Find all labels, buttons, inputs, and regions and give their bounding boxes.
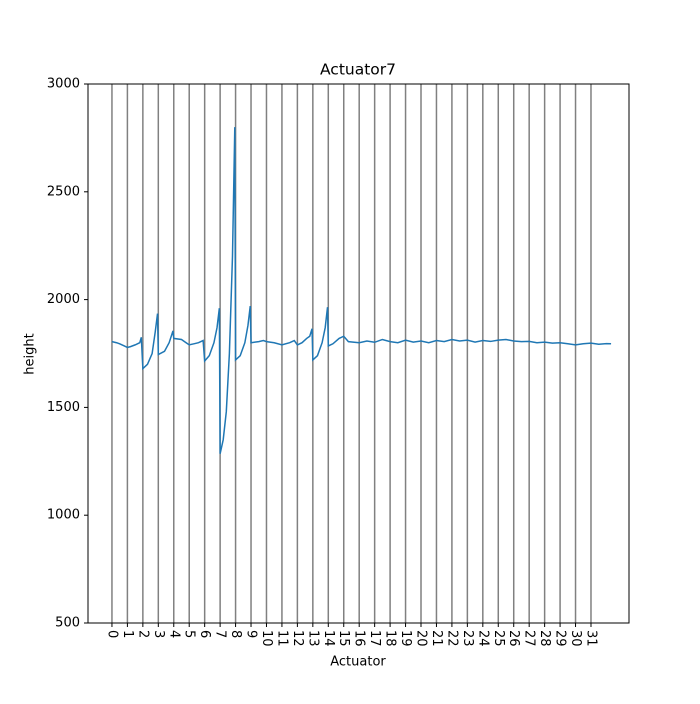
x-tick-label: 24 <box>475 630 490 647</box>
x-tick-label: 26 <box>506 630 521 647</box>
x-tick-label: 0 <box>104 630 119 638</box>
x-tick-label: 12 <box>290 630 305 647</box>
x-tick-label: 27 <box>522 630 537 647</box>
plot-frame <box>87 83 630 624</box>
y-tick-label: 2000 <box>47 292 80 307</box>
x-tick-label: 18 <box>383 630 398 647</box>
x-tick-label: 9 <box>244 630 259 638</box>
x-tick-label: 5 <box>182 630 197 638</box>
x-tick-label: 1 <box>120 630 135 638</box>
y-tick-label: 500 <box>55 616 80 631</box>
y-tick-label: 1500 <box>47 400 80 415</box>
x-tick-label: 23 <box>460 630 475 647</box>
x-tick-label: 11 <box>274 630 289 647</box>
x-tick-label: 10 <box>259 630 274 647</box>
x-tick-label: 3 <box>151 630 166 638</box>
x-tick-label: 19 <box>398 630 413 647</box>
x-tick-label: 15 <box>336 630 351 647</box>
y-tick-label: 1000 <box>47 508 80 523</box>
x-tick-label: 21 <box>429 630 444 647</box>
x-tick-label: 28 <box>537 630 552 647</box>
x-tick-label: 29 <box>553 630 568 647</box>
x-tick-label: 30 <box>568 630 583 647</box>
x-tick-label: 25 <box>491 630 506 647</box>
data-line <box>111 127 612 454</box>
x-tick-label: 6 <box>197 630 212 638</box>
x-tick-label: 22 <box>444 630 459 647</box>
chart-title: Actuator7 <box>320 61 396 79</box>
x-tick-label: 8 <box>228 630 243 638</box>
x-axis-label: Actuator <box>330 655 386 670</box>
y-axis-label: height <box>23 333 38 374</box>
x-tick-label: 7 <box>213 630 228 638</box>
x-tick-label: 17 <box>367 630 382 647</box>
x-tick-label: 20 <box>414 630 429 647</box>
x-tick-label: 2 <box>135 630 150 638</box>
x-tick-label: 14 <box>321 630 336 647</box>
x-tick-label: 16 <box>352 630 367 647</box>
x-tick-label: 4 <box>166 630 181 638</box>
y-tick-label: 3000 <box>47 77 80 92</box>
x-tick-label: 13 <box>305 630 320 647</box>
x-tick-label: 31 <box>583 630 598 647</box>
y-tick-label: 2500 <box>47 184 80 199</box>
